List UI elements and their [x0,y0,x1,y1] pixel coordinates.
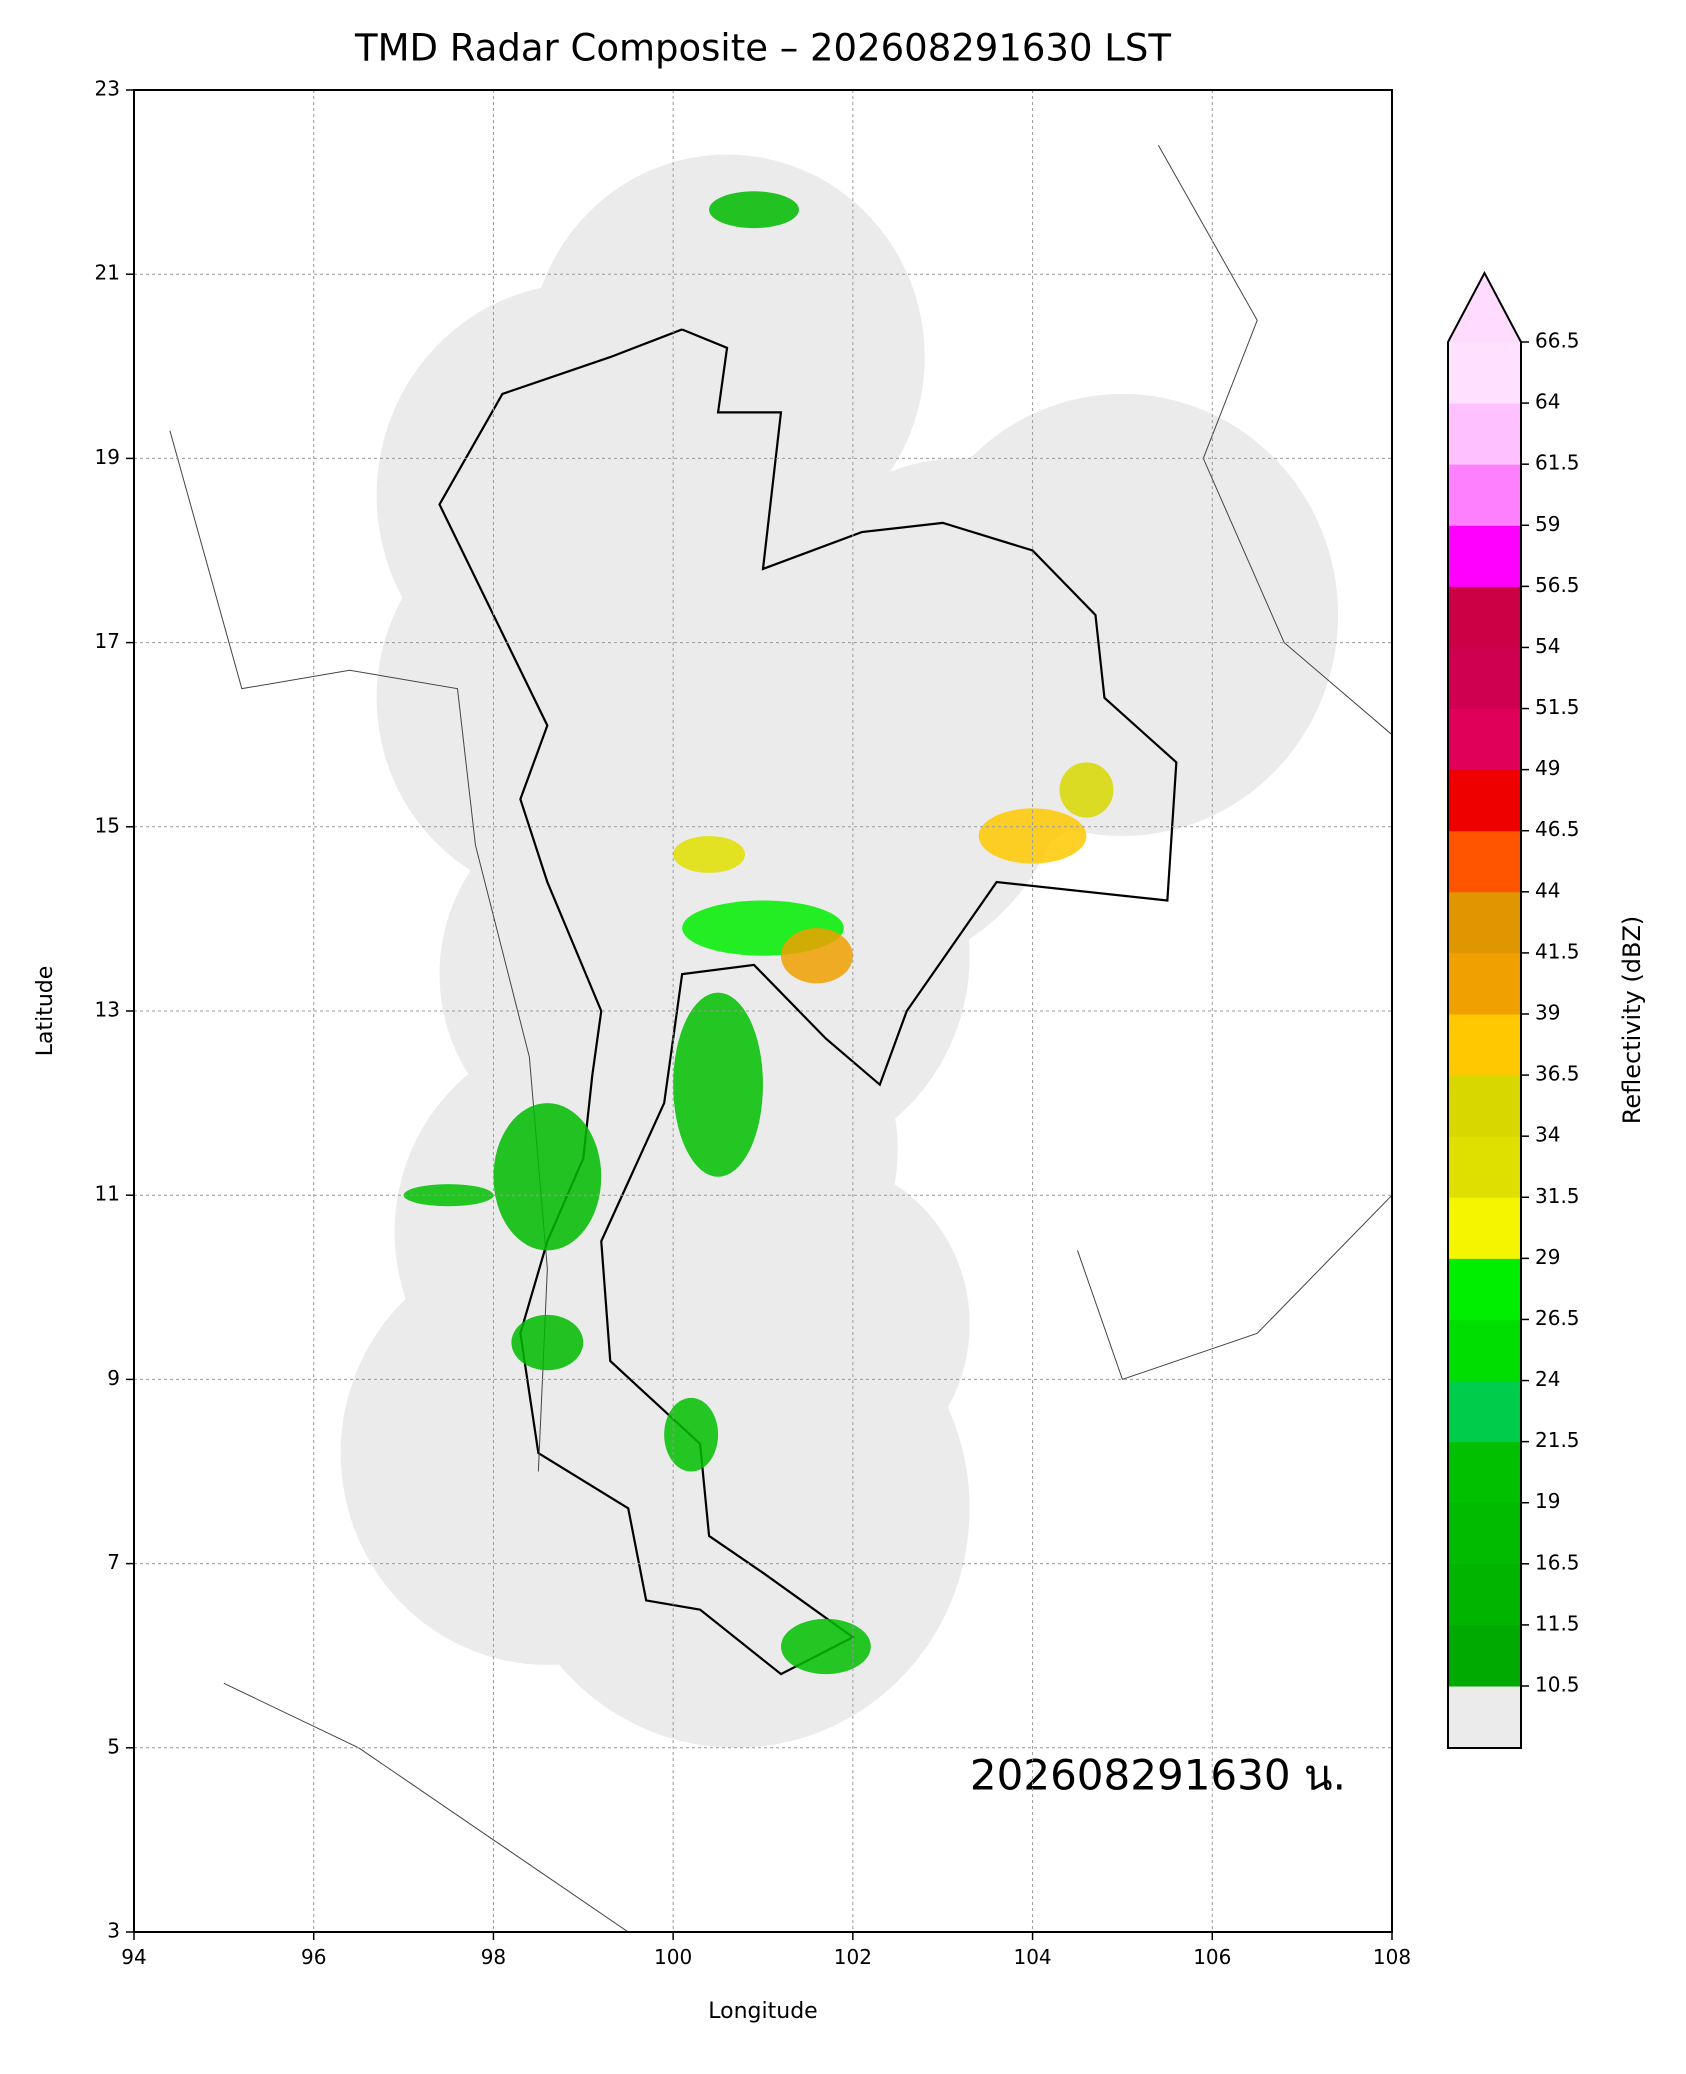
x-tick-label: 98 [481,1945,506,1969]
y-tick-label: 13 [95,998,120,1022]
x-axis-label: Longitude [708,1999,817,2024]
colorbar-tick-label: 24 [1535,1367,1560,1391]
colorbar-tick-label: 54 [1535,634,1560,658]
radar-echo [493,1103,602,1251]
map-layer [169,145,1392,1932]
colorbar-tick-label: 41.5 [1535,939,1580,963]
colorbar-segment [1448,1197,1521,1259]
colorbar-tick-label: 16.5 [1535,1550,1580,1574]
radar-echo [780,928,853,984]
plot-frame [133,89,1393,1933]
colorbar-segment [1448,769,1521,832]
radar-echo [664,1397,719,1472]
border [438,328,1178,1676]
y-axis-label: Latitude [33,966,58,1057]
colorbar-segment [1448,1441,1521,1504]
colorbar-tick-label: 11.5 [1535,1611,1580,1635]
colorbar-tick-label: 64 [1535,390,1560,414]
colorbar-frame [1447,270,1522,1749]
colorbar-segment [1448,1136,1521,1198]
colorbar-segment [1448,1014,1521,1076]
colorbar-segment [1448,464,1521,526]
colorbar-tick-label: 31.5 [1535,1184,1580,1208]
y-tick-label: 11 [95,1182,120,1206]
colorbar-tick-label: 61.5 [1535,451,1580,475]
chart-title: TMD Radar Composite – 202608291630 LST [354,27,1171,70]
y-tick-label: 7 [107,1550,120,1574]
colorbar-segment [1448,1258,1521,1320]
x-tick-label: 106 [1193,1945,1231,1969]
x-tick-label: 104 [1013,1945,1051,1969]
colorbar-segment [1448,1502,1521,1565]
colorbar-segment [1448,1075,1521,1137]
colorbar-tick-label: 21.5 [1535,1428,1580,1452]
colorbar-tick-label: 26.5 [1535,1306,1580,1330]
colorbar-tick-label: 51.5 [1535,695,1580,719]
colorbar-label: Reflectivity (dBZ) [1618,916,1646,1125]
y-tick-label: 23 [95,77,120,101]
y-tick-label: 17 [95,629,120,653]
colorbar-tick-label: 10.5 [1535,1673,1580,1697]
y-tick-label: 21 [95,261,120,285]
radar-echo [511,1314,584,1371]
colorbar-segment [1448,952,1521,1015]
y-tick-label: 5 [107,1734,120,1758]
colorbar-segment [1448,586,1521,648]
x-tick-label: 100 [654,1945,692,1969]
colorbar-segment [1448,891,1521,954]
colorbar-tick-label: 66.5 [1535,329,1580,353]
colorbar-under [1448,1686,1521,1748]
colorbar-segment [1448,708,1521,771]
colorbar-tick-label: 36.5 [1535,1062,1580,1086]
radar-echo [1059,762,1114,818]
colorbar-segment [1448,525,1521,587]
radar-echo [780,1618,871,1675]
colorbar-tick-label: 34 [1535,1123,1560,1147]
coast [1077,1194,1392,1381]
x-tick-label: 108 [1373,1945,1411,1969]
colorbar-segment [1448,403,1521,465]
timestamp-annotation: 202608291630 น. [970,1751,1346,1800]
colorbar-extend [1448,273,1521,342]
radar-echo [673,992,763,1177]
colorbar-tick-label: 56.5 [1535,573,1580,597]
x-tick-label: 96 [301,1945,326,1969]
colorbar-tick-label: 44 [1535,878,1560,902]
y-tick-label: 3 [107,1919,120,1943]
colorbar-segment [1448,1563,1521,1626]
colorbar-tick-label: 49 [1535,756,1560,780]
x-tick-label: 102 [834,1945,872,1969]
colorbar-tick-label: 29 [1535,1245,1560,1269]
y-tick-label: 15 [95,813,120,837]
colorbar-segment [1448,1624,1521,1687]
colorbar-tick-label: 46.5 [1535,817,1580,841]
radar-echo [709,191,799,229]
colorbar-segment [1448,342,1521,404]
radar-echo [673,836,746,873]
colorbar-segment [1448,1319,1521,1382]
colorbar-tick-label: 59 [1535,512,1560,536]
colorbar-tick-label: 39 [1535,1001,1560,1025]
colorbar-tick-label: 19 [1535,1489,1560,1513]
y-tick-label: 9 [107,1366,120,1390]
coast [223,1682,629,1932]
radar-coverage [763,458,1159,864]
y-tick-label: 19 [95,445,120,469]
x-tick-label: 94 [121,1945,146,1969]
colorbar-segment [1448,1380,1521,1443]
colorbar-segment [1448,647,1521,710]
colorbar-segment [1448,830,1521,893]
